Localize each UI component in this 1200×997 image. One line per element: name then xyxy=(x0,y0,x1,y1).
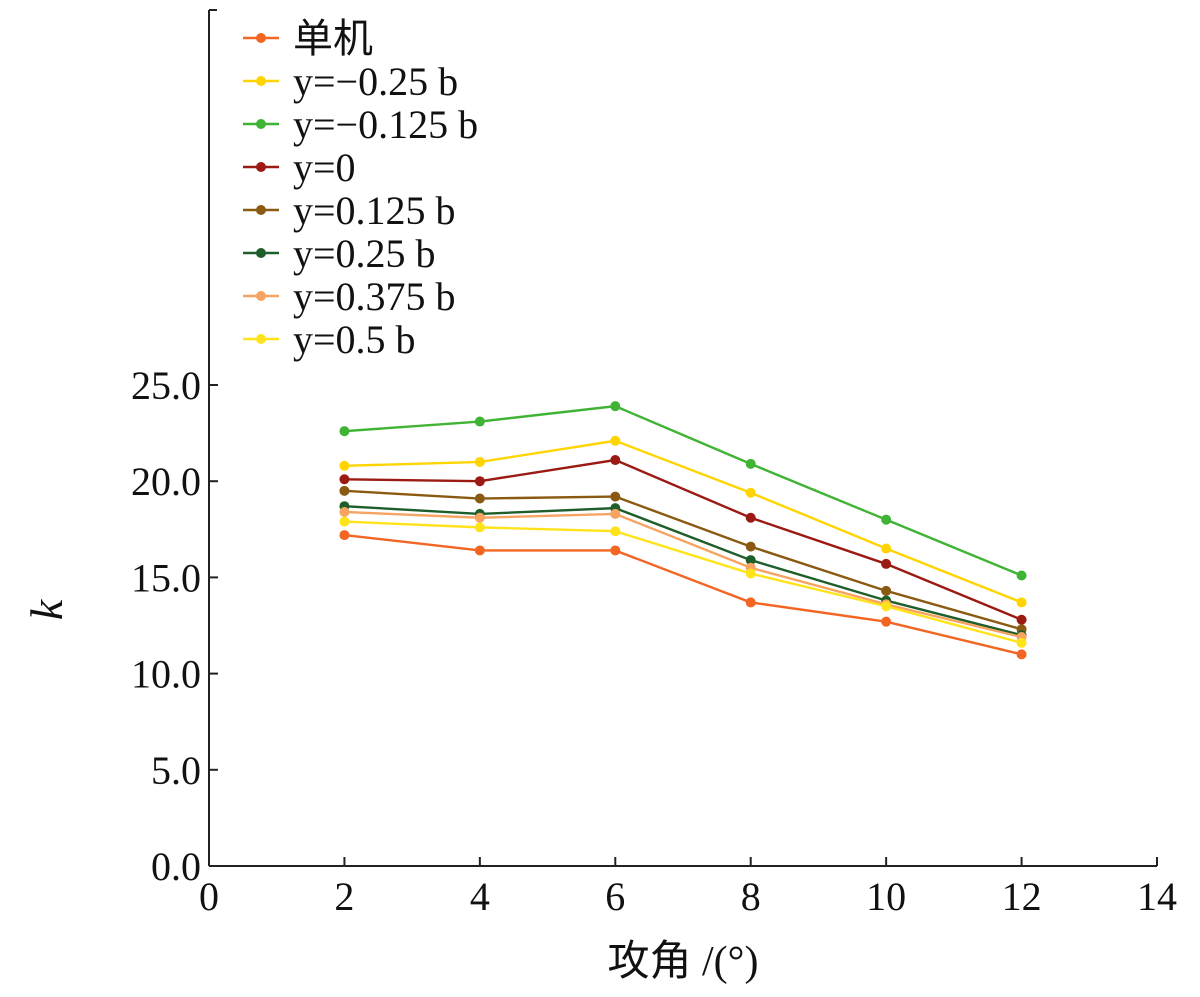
data-point xyxy=(339,485,350,496)
series-line xyxy=(344,533,1022,656)
data-point xyxy=(881,514,892,525)
x-tick-label: 2 xyxy=(334,874,354,919)
data-point xyxy=(474,522,485,533)
data-point xyxy=(339,506,350,517)
x-tick-label: 10 xyxy=(866,874,906,919)
data-point xyxy=(1016,637,1027,648)
legend-item: y=−0.25 b xyxy=(243,59,458,104)
y-tick-label: 10.0 xyxy=(131,652,201,697)
data-point xyxy=(745,555,756,566)
legend-item: y=0 xyxy=(243,145,356,190)
legend-swatch-marker xyxy=(256,33,266,43)
data-point xyxy=(474,456,485,467)
y-tick-label: 20.0 xyxy=(131,459,201,504)
data-point xyxy=(339,460,350,471)
series-layer xyxy=(339,401,1027,660)
x-axis-title: 攻角 /(°) xyxy=(608,939,759,985)
data-point xyxy=(474,416,485,427)
data-point xyxy=(745,568,756,579)
data-point xyxy=(474,545,485,556)
x-tick-label: 0 xyxy=(199,874,219,919)
series-line xyxy=(344,520,1022,644)
x-tick-label: 14 xyxy=(1137,874,1177,919)
legend-item: y=0.375 b xyxy=(243,274,456,319)
legend-item: y=−0.125 b xyxy=(243,102,478,147)
data-point xyxy=(745,458,756,469)
x-tick-label: 8 xyxy=(741,874,761,919)
data-point xyxy=(610,491,621,502)
legend-item: y=0.125 b xyxy=(243,188,456,233)
data-point xyxy=(745,487,756,498)
data-point xyxy=(610,455,621,466)
data-point xyxy=(610,401,621,412)
data-point xyxy=(1016,570,1027,581)
legend-item: y=0.5 b xyxy=(243,317,416,362)
x-tick-label: 6 xyxy=(605,874,625,919)
data-point xyxy=(745,512,756,523)
legend-swatch-marker xyxy=(256,334,266,344)
data-point xyxy=(1016,649,1027,660)
series-line xyxy=(344,458,1023,621)
legend: 单机y=−0.25 by=−0.125 by=0y=0.125 by=0.25 … xyxy=(243,16,478,362)
legend-label: y=0.25 b xyxy=(293,231,436,276)
data-point xyxy=(610,526,621,537)
legend-label: y=−0.125 b xyxy=(293,102,478,147)
legend-swatch-marker xyxy=(256,291,266,301)
y-tick-label: 5.0 xyxy=(151,748,201,793)
data-point xyxy=(1016,597,1027,608)
y-tick-label: 0.0 xyxy=(151,844,201,889)
x-tick-label: 12 xyxy=(1002,874,1042,919)
series-6 xyxy=(339,506,1027,643)
series-2 xyxy=(339,401,1027,581)
data-point xyxy=(745,541,756,552)
legend-label: y=−0.25 b xyxy=(293,59,458,104)
series-line xyxy=(344,404,1023,577)
legend-item: y=0.25 b xyxy=(243,231,436,276)
data-point xyxy=(610,545,621,556)
data-point xyxy=(881,585,892,596)
data-point xyxy=(881,558,892,569)
legend-label: y=0.375 b xyxy=(293,274,456,319)
legend-swatch-marker xyxy=(256,76,266,86)
series-0 xyxy=(339,530,1027,660)
data-point xyxy=(339,426,350,437)
legend-swatch-marker xyxy=(256,162,266,172)
data-point xyxy=(881,601,892,612)
x-tick-label: 4 xyxy=(470,874,490,919)
legend-label: y=0.5 b xyxy=(293,317,416,362)
legend-label: y=0.125 b xyxy=(293,188,456,233)
data-point xyxy=(745,597,756,608)
data-point xyxy=(474,493,485,504)
series-line xyxy=(344,489,1022,631)
data-point xyxy=(339,530,350,541)
legend-swatch-marker xyxy=(256,248,266,258)
series-4 xyxy=(339,485,1027,635)
y-tick-label: 15.0 xyxy=(131,555,201,600)
legend-swatch-marker xyxy=(256,205,266,215)
y-axis-title: k xyxy=(21,598,72,620)
data-point xyxy=(881,543,892,554)
legend-swatch-marker xyxy=(256,119,266,129)
data-point xyxy=(339,516,350,527)
data-point xyxy=(881,616,892,627)
data-point xyxy=(474,476,485,487)
series-7 xyxy=(339,516,1027,648)
axes: 0 2 4 6 8 10 12 14 0.0 5.0 10.0 15.0 20.0 25.0 攻角 /(°)… xyxy=(21,9,1177,985)
y-tick-label: 25.0 xyxy=(131,363,201,408)
series-line xyxy=(344,510,1022,639)
series-3 xyxy=(339,455,1027,625)
data-point xyxy=(474,512,485,523)
series-1 xyxy=(339,435,1027,608)
legend-item: 单机 xyxy=(243,16,373,61)
legend-label: y=0 xyxy=(293,145,356,190)
legend-label: 单机 xyxy=(293,16,373,61)
data-point xyxy=(610,508,621,519)
data-point xyxy=(339,474,350,485)
data-point xyxy=(610,435,621,446)
data-point xyxy=(1016,614,1027,625)
series-line xyxy=(344,439,1023,604)
series-line xyxy=(344,505,1022,637)
